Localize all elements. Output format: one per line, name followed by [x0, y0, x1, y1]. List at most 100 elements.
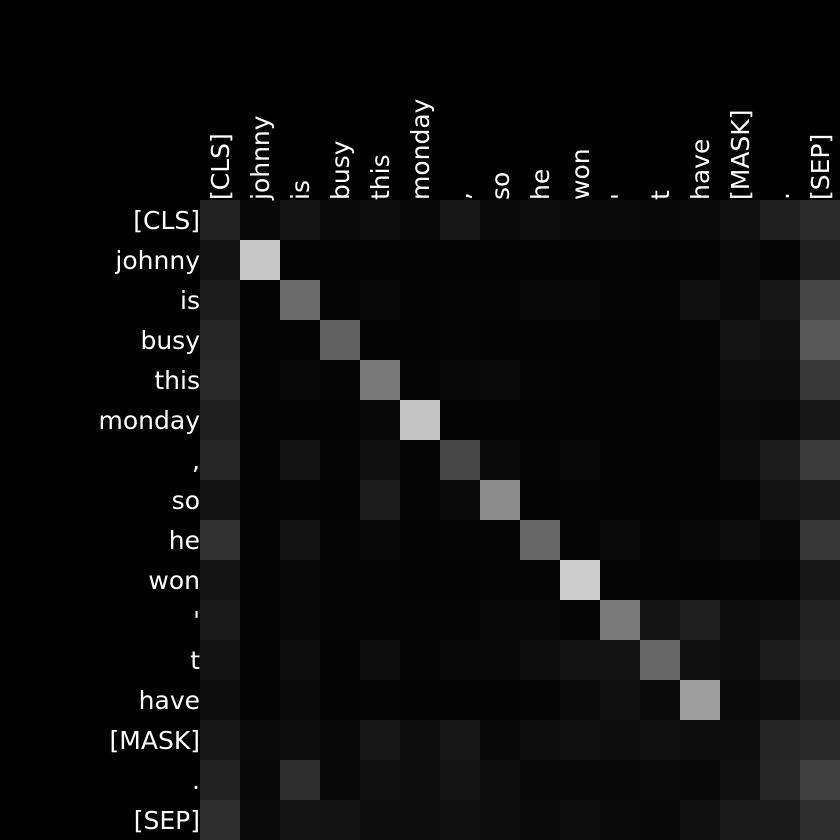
heatmap-cell-4-11: [640, 360, 680, 400]
heatmap-cell-0-0: [200, 200, 240, 240]
heatmap-cell-8-10: [600, 520, 640, 560]
heatmap-cell-9-7: [480, 560, 520, 600]
heatmap-cell-12-12: [680, 680, 720, 720]
heatmap-cell-3-3: [320, 320, 360, 360]
heatmap-cell-15-1: [240, 800, 280, 840]
x-tick-label: he: [526, 169, 555, 200]
heatmap-cell-0-14: [760, 200, 800, 240]
heatmap-cell-8-1: [240, 520, 280, 560]
x-tick-label: this: [366, 154, 395, 200]
heatmap-cell-4-2: [280, 360, 320, 400]
heatmap-cell-9-11: [640, 560, 680, 600]
y-tick-label: johnny: [114, 246, 200, 275]
heatmap-cell-12-13: [720, 680, 760, 720]
heatmap-cell-11-15: [800, 640, 840, 680]
heatmap-cell-9-1: [240, 560, 280, 600]
heatmap-cell-11-8: [520, 640, 560, 680]
heatmap-cell-0-10: [600, 200, 640, 240]
heatmap-cell-10-14: [760, 600, 800, 640]
heatmap-cell-12-9: [560, 680, 600, 720]
heatmap-cell-10-9: [560, 600, 600, 640]
heatmap-cell-3-12: [680, 320, 720, 360]
heatmap-cell-11-12: [680, 640, 720, 680]
heatmap-cell-1-2: [280, 240, 320, 280]
heatmap-cell-2-0: [200, 280, 240, 320]
heatmap-cell-9-12: [680, 560, 720, 600]
heatmap-cell-15-12: [680, 800, 720, 840]
heatmap-cell-2-3: [320, 280, 360, 320]
heatmap-cell-3-6: [440, 320, 480, 360]
heatmap-cell-10-5: [400, 600, 440, 640]
heatmap-cell-15-0: [200, 800, 240, 840]
y-tick-label: won: [148, 566, 200, 595]
heatmap-cell-5-13: [720, 400, 760, 440]
heatmap-cell-14-10: [600, 760, 640, 800]
heatmap-cell-2-6: [440, 280, 480, 320]
heatmap-cell-7-2: [280, 480, 320, 520]
heatmap-cell-11-1: [240, 640, 280, 680]
heatmap-cell-8-5: [400, 520, 440, 560]
heatmap-cell-14-4: [360, 760, 400, 800]
heatmap-cell-2-1: [240, 280, 280, 320]
heatmap-cell-5-7: [480, 400, 520, 440]
heatmap-cell-15-7: [480, 800, 520, 840]
heatmap-cell-12-10: [600, 680, 640, 720]
heatmap-cell-15-14: [760, 800, 800, 840]
x-tick-label: t: [646, 190, 675, 200]
heatmap-cell-8-13: [720, 520, 760, 560]
heatmap-cell-3-8: [520, 320, 560, 360]
heatmap-cell-13-10: [600, 720, 640, 760]
x-tick-label: [MASK]: [726, 110, 755, 200]
heatmap-cell-13-0: [200, 720, 240, 760]
heatmap-cell-8-2: [280, 520, 320, 560]
y-tick-label: he: [169, 526, 200, 555]
heatmap-cell-6-15: [800, 440, 840, 480]
heatmap-cell-14-2: [280, 760, 320, 800]
heatmap-cell-11-6: [440, 640, 480, 680]
heatmap-cell-13-3: [320, 720, 360, 760]
heatmap-cell-1-9: [560, 240, 600, 280]
heatmap-cell-3-14: [760, 320, 800, 360]
heatmap-cell-15-13: [720, 800, 760, 840]
heatmap-cell-14-14: [760, 760, 800, 800]
y-tick-label: [SEP]: [134, 806, 200, 835]
heatmap-cell-15-11: [640, 800, 680, 840]
y-tick-label: .: [192, 766, 200, 795]
heatmap-cell-2-13: [720, 280, 760, 320]
heatmap-cell-0-3: [320, 200, 360, 240]
y-tick-label: ,: [192, 446, 200, 475]
x-tick-labels: [CLS] johnny is busy this monday, so he won ' t hav…: [206, 98, 835, 201]
heatmap-cell-8-15: [800, 520, 840, 560]
heatmap-cell-0-6: [440, 200, 480, 240]
heatmap-cell-4-12: [680, 360, 720, 400]
heatmap-cell-11-4: [360, 640, 400, 680]
heatmap-cell-8-0: [200, 520, 240, 560]
heatmap-cell-12-3: [320, 680, 360, 720]
heatmap-cell-3-2: [280, 320, 320, 360]
heatmap-cell-2-11: [640, 280, 680, 320]
heatmap-cell-10-11: [640, 600, 680, 640]
heatmap-cell-6-0: [200, 440, 240, 480]
heatmap-cell-7-4: [360, 480, 400, 520]
heatmap-cell-15-8: [520, 800, 560, 840]
heatmap-cell-3-0: [200, 320, 240, 360]
heatmap-cell-5-8: [520, 400, 560, 440]
heatmap-cell-7-10: [600, 480, 640, 520]
heatmap-cell-3-13: [720, 320, 760, 360]
heatmap-cell-5-9: [560, 400, 600, 440]
heatmap-cell-13-4: [360, 720, 400, 760]
heatmap-cell-0-2: [280, 200, 320, 240]
heatmap-cell-7-6: [440, 480, 480, 520]
heatmap-cell-10-12: [680, 600, 720, 640]
heatmap-cell-15-3: [320, 800, 360, 840]
heatmap-cell-7-5: [400, 480, 440, 520]
heatmap-cell-7-3: [320, 480, 360, 520]
heatmap-cell-14-9: [560, 760, 600, 800]
heatmap-cell-5-0: [200, 400, 240, 440]
heatmap-cell-10-3: [320, 600, 360, 640]
heatmap-cell-6-13: [720, 440, 760, 480]
heatmap-cell-4-5: [400, 360, 440, 400]
heatmap-cell-8-3: [320, 520, 360, 560]
heatmap-cell-10-2: [280, 600, 320, 640]
